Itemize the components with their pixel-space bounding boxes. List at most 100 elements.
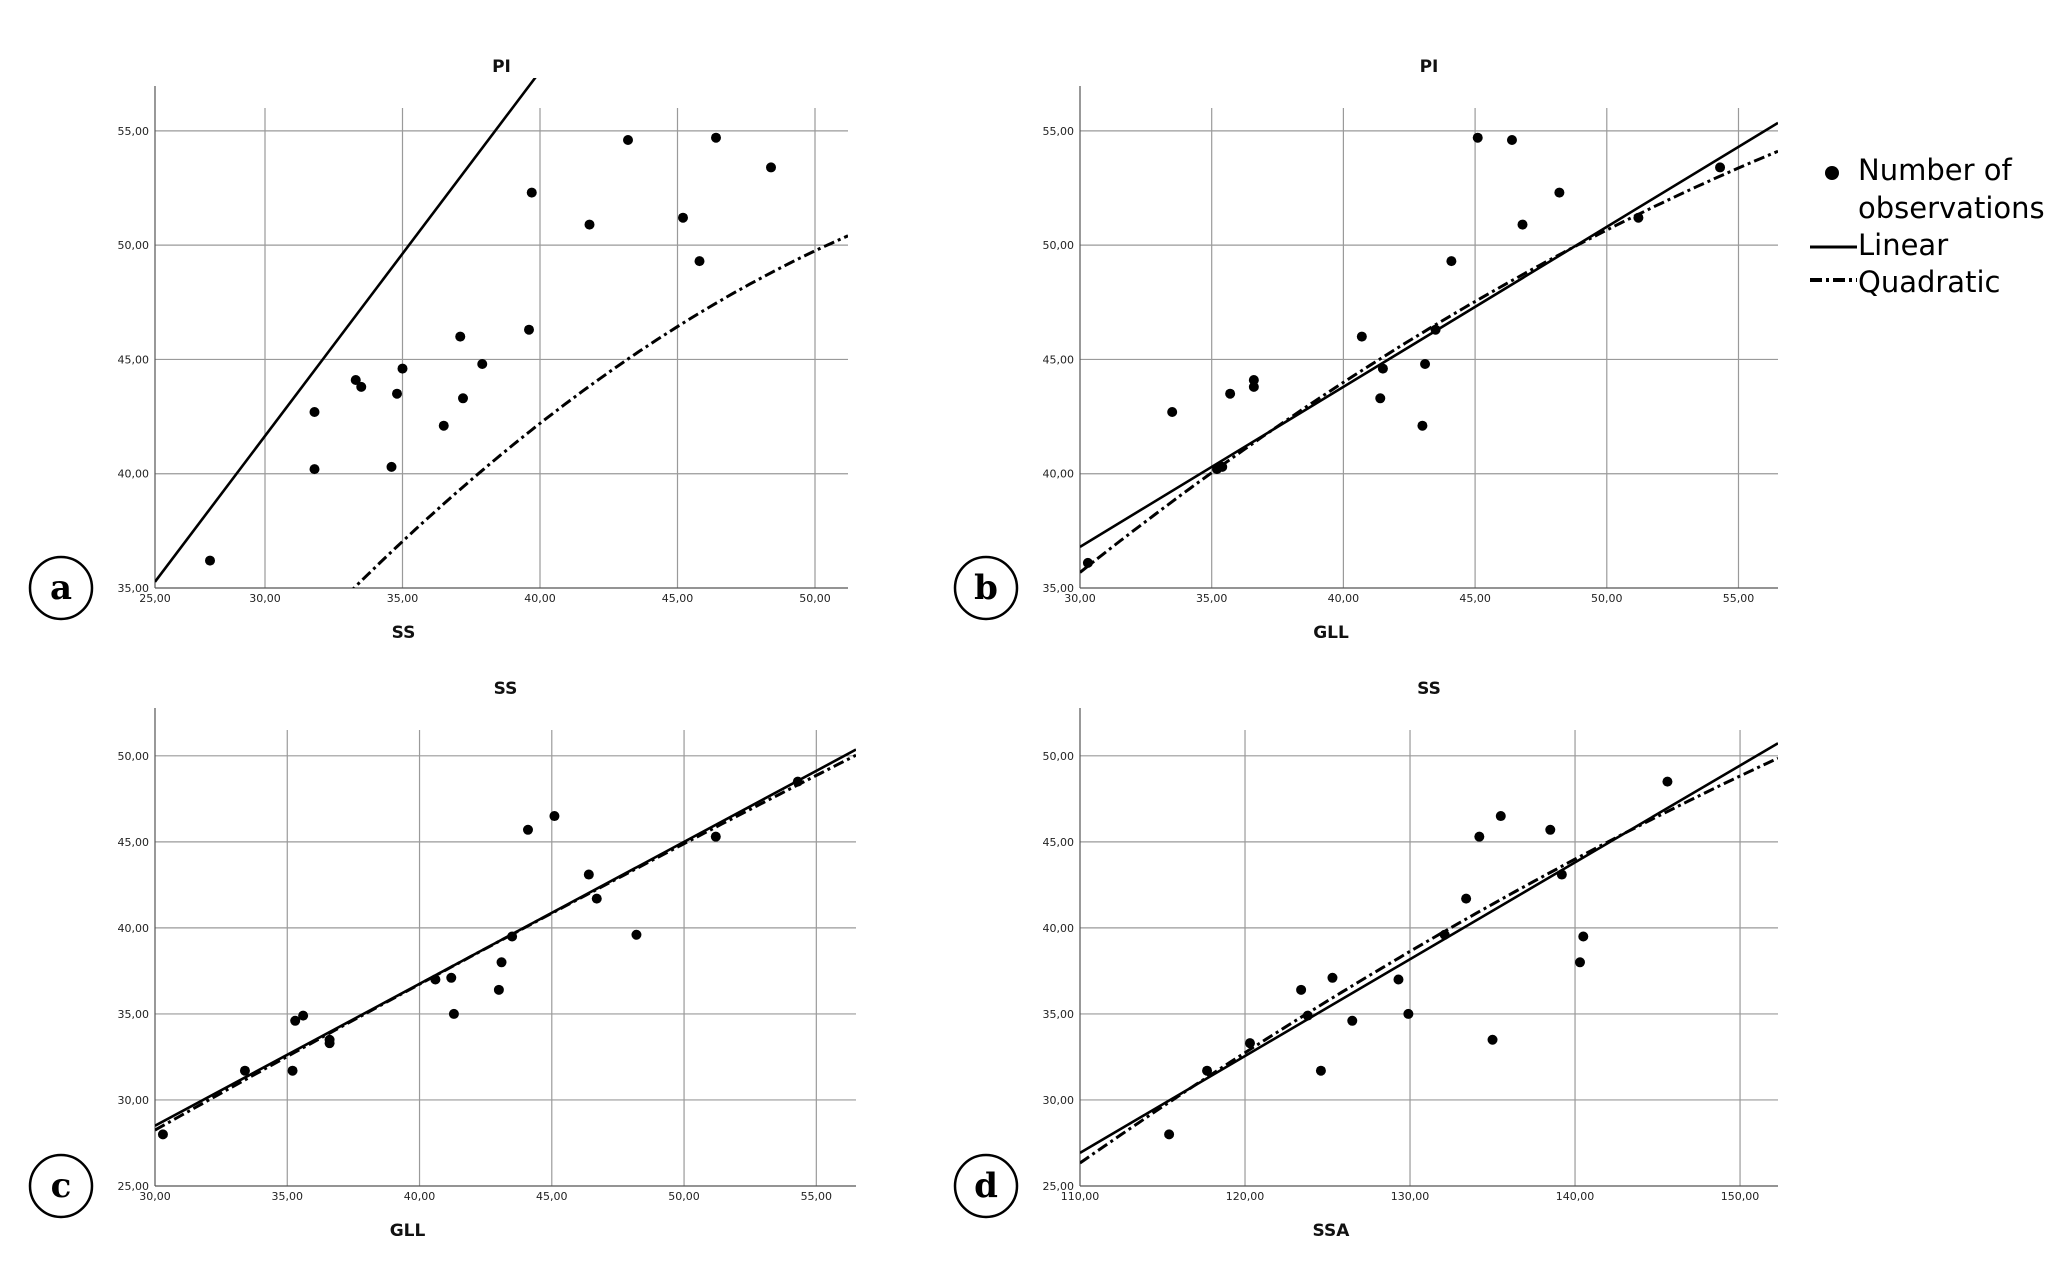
x-tick-label: 35,00 <box>387 592 419 605</box>
y-tick-label: 45,00 <box>1043 836 1075 849</box>
observation-point <box>455 331 466 342</box>
observation-point <box>1446 256 1457 267</box>
observation-point <box>591 893 602 904</box>
x-tick-label: 50,00 <box>1591 592 1623 605</box>
legend-linear-label: Linear <box>1858 228 1948 262</box>
x-tick-label: 110,00 <box>1061 1190 1100 1203</box>
observation-point <box>1217 461 1228 472</box>
x-tick-label: 45,00 <box>662 592 694 605</box>
observation-point <box>287 1065 298 1076</box>
x-tick-label: 40,00 <box>1328 592 1360 605</box>
x-axis-title: SSA <box>1313 1221 1351 1241</box>
x-tick-label: 55,00 <box>1723 592 1755 605</box>
panel-letter: a <box>50 568 72 608</box>
legend-quadratic-label: Quadratic <box>1858 265 2000 299</box>
panel-letter: c <box>51 1166 72 1206</box>
x-tick-label: 30,00 <box>249 592 281 605</box>
panel-title: PI <box>1420 57 1439 77</box>
panel-a: 25,00 30,00 35,00 40,00 45,00 50,00 35,00 40,00… <box>28 57 848 643</box>
observation-point <box>1420 359 1431 369</box>
observation-point <box>1574 957 1585 968</box>
observation-point <box>1302 1010 1313 1021</box>
observation-point <box>430 974 441 985</box>
observation-point <box>386 461 397 472</box>
observation-point <box>1417 420 1428 431</box>
x-tick-label: 120,00 <box>1226 1190 1265 1203</box>
y-tick-label: 40,00 <box>1043 922 1075 935</box>
x-tick-label: 35,00 <box>1196 592 1228 605</box>
y-tick-label: 35,00 <box>118 1008 150 1021</box>
y-tick-label: 50,00 <box>118 239 150 252</box>
observation-point <box>710 831 721 842</box>
legend-observations-label-line2: observations <box>1858 191 2045 225</box>
y-tick-label: 40,00 <box>118 922 150 935</box>
observation-point <box>309 464 320 475</box>
y-tick-label: 35,00 <box>118 582 150 595</box>
y-tick-label: 30,00 <box>118 1094 150 1107</box>
observation-point <box>678 212 688 223</box>
panel-letter-badge <box>28 555 94 621</box>
observation-point <box>1472 132 1483 143</box>
observation-point <box>1439 929 1450 940</box>
observation-point <box>458 393 468 404</box>
observation-point <box>1347 1015 1358 1026</box>
y-tick-label: 35,00 <box>1043 1008 1075 1021</box>
x-axis-title: SS <box>392 623 416 643</box>
x-axis-title: GLL <box>390 1221 426 1241</box>
y-tick-label: 55,00 <box>1043 125 1075 138</box>
observation-point <box>1474 831 1485 842</box>
observation-point <box>1202 1065 1213 1076</box>
y-tick-label: 40,00 <box>118 468 150 481</box>
observation-point <box>392 388 402 399</box>
quadratic-fit-curve <box>155 753 856 1132</box>
quadratic-fit-curve <box>1080 756 1778 1165</box>
panel-letter-badge <box>953 555 1019 621</box>
panel-title: PI <box>492 57 511 77</box>
x-tick-label: 130,00 <box>1391 1190 1430 1203</box>
observation-point <box>1393 974 1404 985</box>
observation-point <box>526 187 537 198</box>
observation-point <box>397 363 408 374</box>
panel-title: SS <box>494 679 518 699</box>
observation-point <box>446 972 457 983</box>
observation-point <box>1633 212 1644 223</box>
observation-point <box>205 555 215 566</box>
observation-point <box>157 1129 168 1140</box>
legend-observation-marker <box>1825 166 1839 180</box>
observation-point <box>623 135 633 145</box>
x-tick-label: 35,00 <box>272 1190 304 1203</box>
observation-point <box>1430 324 1441 335</box>
observation-point <box>1167 407 1178 417</box>
y-tick-label: 30,00 <box>1043 1094 1075 1107</box>
observation-point <box>356 381 367 392</box>
observation-point <box>631 929 642 940</box>
observation-point <box>711 132 721 143</box>
y-tick-label: 25,00 <box>1043 1180 1075 1193</box>
observation-point <box>448 1008 459 1019</box>
observation-point <box>1248 375 1259 385</box>
observation-point <box>239 1065 250 1076</box>
observation-point <box>1715 162 1726 173</box>
panel-c: 30,00 35,00 40,00 45,00 50,00 55,0025,0030,00… <box>28 679 856 1241</box>
y-tick-label: 50,00 <box>1043 750 1075 763</box>
linear-fit-line <box>155 78 537 583</box>
observation-point <box>324 1034 335 1045</box>
y-tick-label: 50,00 <box>118 750 150 763</box>
observation-point <box>1495 811 1506 822</box>
y-tick-label: 45,00 <box>118 836 150 849</box>
observation-point <box>1225 388 1236 399</box>
quadratic-fit-curve <box>351 234 848 588</box>
observation-point <box>309 407 320 417</box>
panel-d: 110,00 120,00 130,00 140,00 150,00 25,00 30,00… <box>953 679 1778 1241</box>
observation-point <box>583 869 594 880</box>
y-tick-label: 40,00 <box>1043 468 1075 481</box>
panel-title: SS <box>1417 679 1441 699</box>
x-tick-label: 45,00 <box>1459 592 1491 605</box>
quadratic-fit-curve <box>1080 149 1778 574</box>
observation-point <box>1517 219 1528 230</box>
observation-point <box>438 420 449 431</box>
x-tick-label: 140,00 <box>1556 1190 1595 1203</box>
y-tick-label: 55,00 <box>118 125 150 138</box>
observation-point <box>1356 331 1367 342</box>
panel-letter-badge <box>28 1153 94 1219</box>
